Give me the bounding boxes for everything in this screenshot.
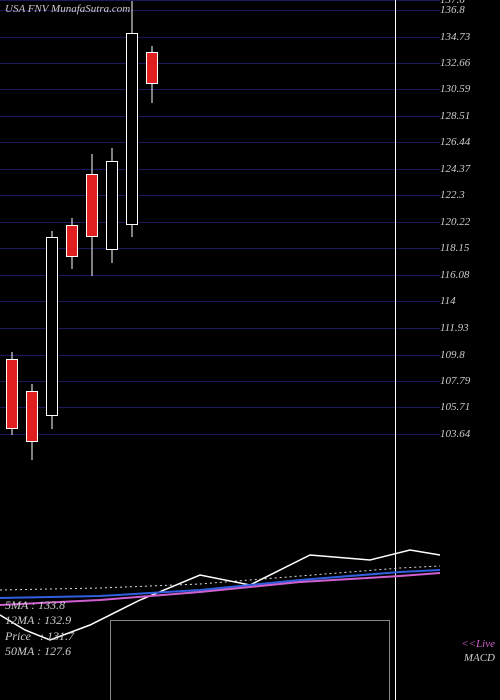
chart-title: USA FNV MunafaSutra.com — [5, 3, 130, 15]
macd-label: MACD — [464, 652, 495, 664]
y-tick-label: 120.22 — [440, 216, 470, 228]
ma-label-row: 12MA : 132.9 — [5, 613, 74, 629]
candle — [145, 46, 159, 103]
candle — [5, 352, 19, 435]
y-tick-label: 111.93 — [440, 322, 469, 334]
gridline — [0, 328, 440, 329]
ma-line-ma_blue — [0, 570, 440, 598]
gridline — [0, 275, 440, 276]
gridline — [0, 301, 440, 302]
live-label: <<Live — [461, 638, 495, 650]
gridline — [0, 89, 440, 90]
gridline — [0, 142, 440, 143]
y-tick-label: 116.08 — [440, 269, 469, 281]
y-tick-label: 105.71 — [440, 401, 470, 413]
y-tick-label: 128.51 — [440, 110, 470, 122]
price-chart — [0, 0, 440, 460]
y-tick-label: 126.44 — [440, 136, 470, 148]
y-tick-label: 130.59 — [440, 83, 470, 95]
gridline — [0, 355, 440, 356]
candle — [125, 1, 139, 237]
y-tick-label: 124.37 — [440, 163, 470, 175]
y-tick-label: 122.3 — [440, 189, 465, 201]
gridline — [0, 195, 440, 196]
gridline — [0, 63, 440, 64]
candle — [65, 218, 79, 269]
gridline — [0, 169, 440, 170]
gridline — [0, 381, 440, 382]
ma-labels: 5MA : 133.812MA : 132.9Price : 131.750MA… — [5, 598, 74, 660]
y-tick-label: 136.8 — [440, 4, 465, 16]
gridline — [0, 116, 440, 117]
ma-label-row: Price : 131.7 — [5, 629, 74, 645]
y-tick-label: 118.15 — [440, 242, 469, 254]
candle — [45, 231, 59, 429]
candle — [85, 154, 99, 275]
ma-label-row: 50MA : 127.6 — [5, 644, 74, 660]
ma-label-row: 5MA : 133.8 — [5, 598, 74, 614]
candle — [105, 148, 119, 263]
y-tick-label: 107.79 — [440, 375, 470, 387]
y-tick-label: 132.66 — [440, 57, 470, 69]
y-tick-label: 103.64 — [440, 428, 470, 440]
y-tick-label: 114 — [440, 295, 456, 307]
macd-box — [110, 620, 390, 700]
gridline — [0, 37, 440, 38]
candle — [25, 384, 39, 460]
y-tick-label: 134.73 — [440, 31, 470, 43]
y-axis: 137.6136.8134.73132.66130.59128.51126.44… — [440, 0, 500, 460]
gridline — [0, 407, 440, 408]
y-tick-label: 109.8 — [440, 349, 465, 361]
indicator-panel: 5MA : 133.812MA : 132.9Price : 131.750MA… — [0, 460, 500, 700]
gridline — [0, 0, 440, 1]
gridline — [0, 434, 440, 435]
